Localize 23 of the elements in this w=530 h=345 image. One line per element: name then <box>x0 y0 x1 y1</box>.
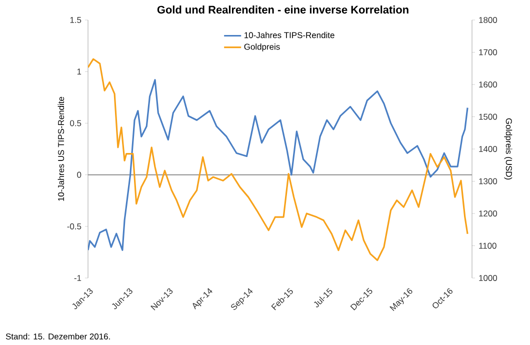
text: Stand: 15. Dezember 2016. <box>6 333 110 340</box>
line-series <box>88 58 468 262</box>
y2-tick-label: 1600 <box>479 82 498 88</box>
y2-axis-title: Goldpreis (USD) <box>504 118 512 180</box>
y2-tick-label: 1300 <box>479 178 498 184</box>
y2-tick-label: 1100 <box>479 242 496 249</box>
y-tick-label: -1 <box>74 275 82 281</box>
y2-tick-label: 1800 <box>479 17 498 23</box>
legend-label: Goldpreis <box>244 44 280 52</box>
y2-tick-label: 1200 <box>479 210 498 216</box>
y-tick-label: 0.5 <box>70 120 82 126</box>
y2-tick-label: 1400 <box>479 146 498 152</box>
y-tick-label: 1.5 <box>70 17 82 23</box>
y-tick-label: -0.5 <box>67 223 82 230</box>
y-axis-title: 10-Jahres US TIPS-Rendite <box>58 96 64 201</box>
y-tick-label: 0 <box>77 172 82 178</box>
chart-title: Gold und Realrenditen - eine inverse Korrelation <box>157 6 408 14</box>
legend-label: 10-Jahres TIPS-Rendite <box>244 32 334 38</box>
y-tick-label: 1 <box>77 68 82 75</box>
y2-tick-label: 1700 <box>479 49 498 56</box>
line-series <box>88 79 468 251</box>
y2-tick-label: 1000 <box>479 275 498 281</box>
y2-tick-label: 1500 <box>479 114 498 120</box>
